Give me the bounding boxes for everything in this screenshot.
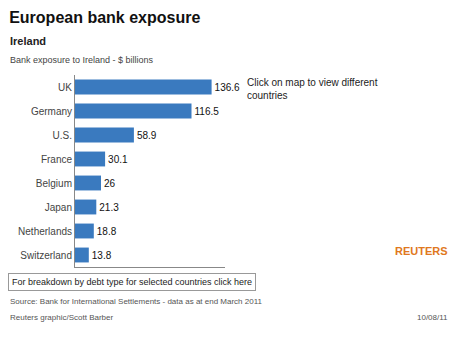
svg-text:Reuters graphic/Scott Barber: Reuters graphic/Scott Barber (10, 313, 113, 322)
svg-text:13.8: 13.8 (92, 250, 112, 261)
svg-text:26: 26 (104, 178, 116, 189)
svg-text:European bank exposure: European bank exposure (9, 9, 200, 26)
svg-text:21.3: 21.3 (99, 202, 119, 213)
svg-text:U.S.: U.S. (53, 130, 72, 141)
svg-text:UK: UK (58, 82, 72, 93)
svg-text:Switzerland: Switzerland (20, 250, 72, 261)
svg-text:REUTERS: REUTERS (395, 245, 448, 257)
svg-text:58.9: 58.9 (137, 130, 157, 141)
svg-text:Ireland: Ireland (10, 35, 46, 47)
svg-text:10/08/11: 10/08/11 (417, 313, 448, 322)
svg-text:Germany: Germany (31, 106, 72, 117)
svg-text:Netherlands: Netherlands (18, 226, 72, 237)
svg-text:18.8: 18.8 (97, 226, 117, 237)
svg-text:France: France (41, 154, 73, 165)
svg-text:Japan: Japan (45, 202, 72, 213)
svg-text:136.6: 136.6 (215, 82, 240, 93)
svg-text:Bank exposure to Ireland - $ b: Bank exposure to Ireland - $ billions (10, 55, 154, 65)
svg-text:Source: Bank for International: Source: Bank for International Settlemen… (10, 297, 263, 306)
svg-text:30.1: 30.1 (108, 154, 128, 165)
svg-text:Click on map to view different: Click on map to view differentcountries (247, 77, 378, 101)
svg-text:Belgium: Belgium (36, 178, 72, 189)
svg-text:116.5: 116.5 (195, 106, 220, 117)
svg-text:For breakdown by debt type for: For breakdown by debt type for selected … (12, 277, 252, 287)
